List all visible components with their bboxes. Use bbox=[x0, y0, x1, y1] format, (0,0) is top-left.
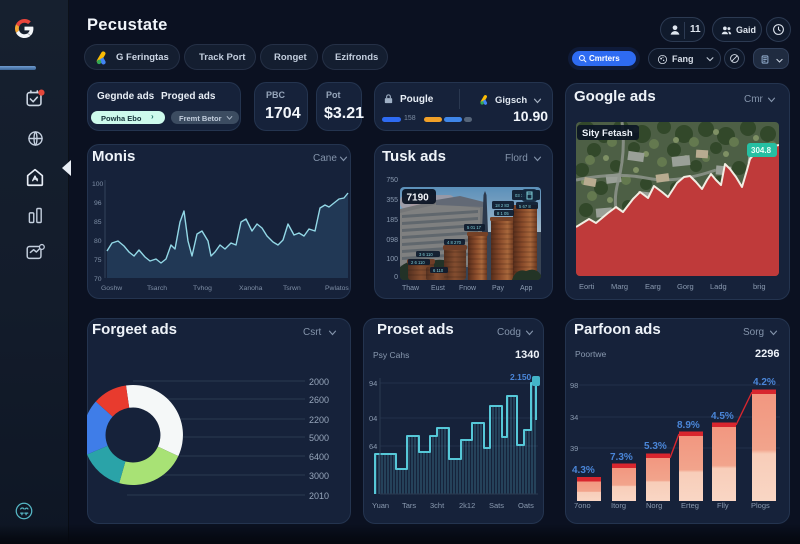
svg-text:8.9%: 8.9% bbox=[677, 420, 700, 431]
svg-text:2k12: 2k12 bbox=[459, 501, 475, 510]
svg-text:8 1 05: 8 1 05 bbox=[497, 211, 509, 216]
svg-text:Pwlatos: Pwlatos bbox=[325, 285, 349, 292]
svg-text:4.2%: 4.2% bbox=[753, 377, 776, 388]
svg-text:5 01 17: 5 01 17 bbox=[467, 225, 482, 230]
svg-text:Oats: Oats bbox=[518, 501, 534, 510]
svg-text:Tars: Tars bbox=[402, 501, 416, 510]
svg-text:Norg: Norg bbox=[646, 501, 662, 510]
svg-text:2200: 2200 bbox=[309, 415, 329, 425]
svg-text:2600: 2600 bbox=[309, 395, 329, 405]
svg-text:70: 70 bbox=[94, 276, 102, 283]
svg-text:3000: 3000 bbox=[309, 471, 329, 481]
svg-text:100: 100 bbox=[92, 181, 104, 188]
svg-text:2.150: 2.150 bbox=[510, 372, 532, 382]
svg-text:Tsrwn: Tsrwn bbox=[283, 285, 301, 292]
svg-text:34: 34 bbox=[570, 413, 578, 422]
svg-text:4.3%: 4.3% bbox=[572, 465, 595, 476]
svg-text:Flly: Flly bbox=[717, 501, 729, 510]
svg-text:98: 98 bbox=[570, 381, 578, 390]
svg-text:Yuan: Yuan bbox=[372, 501, 389, 510]
svg-text:Goshw: Goshw bbox=[101, 285, 122, 292]
svg-text:2010: 2010 bbox=[309, 491, 329, 501]
svg-text:304.8: 304.8 bbox=[751, 146, 772, 155]
svg-text:4.5%: 4.5% bbox=[711, 411, 734, 422]
svg-text:7190: 7190 bbox=[407, 193, 430, 204]
svg-text:Itorg: Itorg bbox=[611, 501, 626, 510]
svg-text:5.3%: 5.3% bbox=[644, 441, 667, 452]
svg-text:5 67 8: 5 67 8 bbox=[519, 204, 531, 209]
svg-text:Tsarch: Tsarch bbox=[147, 285, 167, 292]
svg-text:7.3%: 7.3% bbox=[610, 452, 633, 463]
svg-text:3cht: 3cht bbox=[430, 501, 445, 510]
svg-text:Tvhog: Tvhog bbox=[193, 285, 212, 292]
svg-text:64: 64 bbox=[369, 442, 377, 451]
svg-text:5000: 5000 bbox=[309, 433, 329, 443]
svg-text:18 2 83: 18 2 83 bbox=[495, 203, 510, 208]
svg-text:75: 75 bbox=[94, 257, 102, 264]
svg-text:6400: 6400 bbox=[309, 452, 329, 462]
svg-text:39: 39 bbox=[570, 444, 578, 453]
svg-text:6 110: 6 110 bbox=[433, 268, 444, 273]
svg-text:96: 96 bbox=[94, 200, 102, 207]
svg-text:2 6 110: 2 6 110 bbox=[411, 260, 425, 265]
svg-text:2000: 2000 bbox=[309, 377, 329, 387]
svg-text:85: 85 bbox=[94, 219, 102, 226]
svg-text:3 6 110: 3 6 110 bbox=[419, 252, 433, 257]
svg-text:Xanoha: Xanoha bbox=[239, 285, 263, 292]
svg-text:Sats: Sats bbox=[489, 501, 504, 510]
svg-text:Plogs: Plogs bbox=[751, 501, 770, 510]
svg-text:Erteg: Erteg bbox=[681, 501, 699, 510]
svg-text:7ono: 7ono bbox=[574, 501, 591, 510]
svg-text:04: 04 bbox=[369, 414, 377, 423]
svg-text:4 8 270: 4 8 270 bbox=[447, 240, 462, 245]
svg-text:94: 94 bbox=[369, 379, 377, 388]
svg-text:Sity Fetash: Sity Fetash bbox=[582, 128, 633, 139]
svg-text:80: 80 bbox=[94, 238, 102, 245]
